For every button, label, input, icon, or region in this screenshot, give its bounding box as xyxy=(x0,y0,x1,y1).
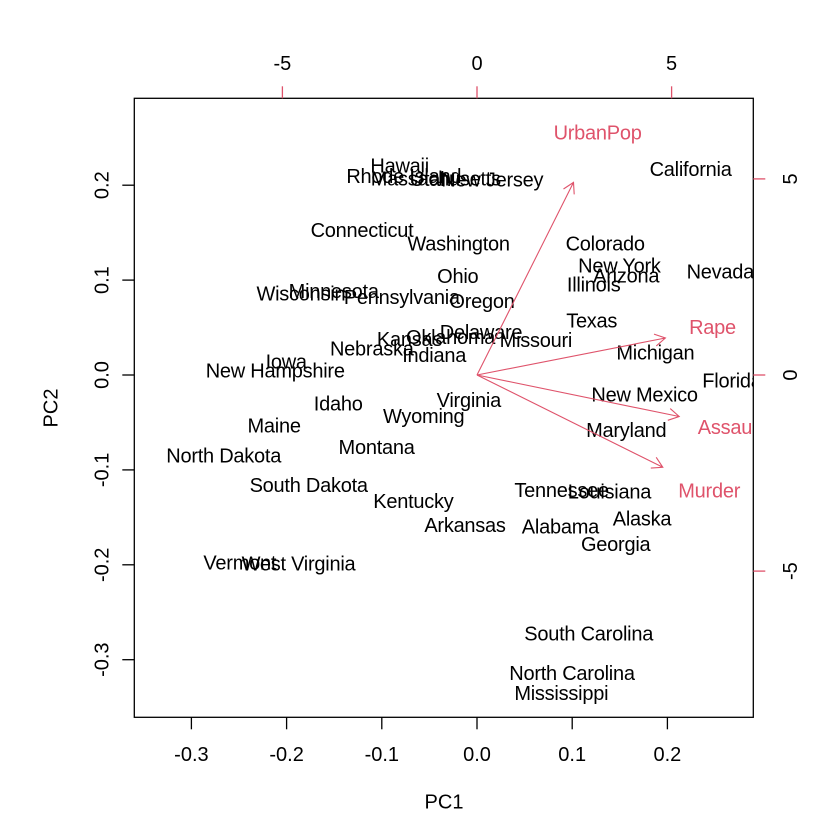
svg-text:Oklahoma: Oklahoma xyxy=(406,327,496,349)
svg-text:Maine: Maine xyxy=(247,416,300,438)
svg-text:-0.3: -0.3 xyxy=(92,642,114,676)
svg-text:Indiana: Indiana xyxy=(402,345,467,367)
svg-text:0.0: 0.0 xyxy=(92,361,114,389)
svg-text:0.1: 0.1 xyxy=(558,744,586,766)
svg-text:0.2: 0.2 xyxy=(653,744,681,766)
svg-text:Nevada: Nevada xyxy=(687,262,756,284)
svg-text:Michigan: Michigan xyxy=(616,342,694,364)
svg-text:Nebraska: Nebraska xyxy=(330,338,415,360)
svg-text:0: 0 xyxy=(780,369,802,380)
svg-text:Alaska: Alaska xyxy=(613,509,673,531)
svg-text:-0.1: -0.1 xyxy=(365,744,399,766)
svg-text:0.1: 0.1 xyxy=(92,266,114,294)
svg-text:Maryland: Maryland xyxy=(586,420,666,442)
svg-text:South Carolina: South Carolina xyxy=(524,624,654,646)
svg-text:New Jersey: New Jersey xyxy=(441,170,543,192)
svg-text:Montana: Montana xyxy=(339,437,416,459)
svg-text:Virginia: Virginia xyxy=(437,390,502,412)
svg-text:New Hampshire: New Hampshire xyxy=(206,361,345,383)
svg-text:California: California xyxy=(650,159,733,181)
svg-text:Arkansas: Arkansas xyxy=(424,515,506,537)
svg-text:PC1: PC1 xyxy=(425,792,464,814)
svg-text:Iowa: Iowa xyxy=(266,351,308,373)
svg-text:South Dakota: South Dakota xyxy=(250,475,369,497)
svg-text:New York: New York xyxy=(578,255,662,277)
svg-text:Georgia: Georgia xyxy=(581,534,652,556)
svg-text:Vermont: Vermont xyxy=(203,553,276,575)
svg-text:0.0: 0.0 xyxy=(463,744,491,766)
svg-text:Connecticut: Connecticut xyxy=(311,220,415,242)
svg-text:Texas: Texas xyxy=(566,310,617,332)
svg-text:Florida: Florida xyxy=(702,371,763,393)
svg-text:-0.3: -0.3 xyxy=(174,744,208,766)
svg-text:Tennessee: Tennessee xyxy=(514,480,609,502)
svg-text:Wisconsin: Wisconsin xyxy=(256,284,345,306)
svg-text:Oregon: Oregon xyxy=(449,291,514,313)
svg-text:North Carolina: North Carolina xyxy=(509,663,636,685)
svg-text:0.2: 0.2 xyxy=(92,171,114,199)
svg-text:0: 0 xyxy=(471,53,482,75)
svg-text:Kansas: Kansas xyxy=(377,329,442,351)
svg-text:North Dakota: North Dakota xyxy=(166,445,282,467)
svg-text:Louisiana: Louisiana xyxy=(568,482,653,504)
svg-text:Pennsylvania: Pennsylvania xyxy=(344,287,461,309)
svg-text:UrbanPop: UrbanPop xyxy=(554,122,642,144)
svg-text:Assault: Assault xyxy=(698,417,763,439)
svg-text:-0.1: -0.1 xyxy=(92,453,114,487)
svg-text:Alabama: Alabama xyxy=(522,517,600,539)
svg-text:-5: -5 xyxy=(274,53,292,75)
svg-text:Massachusetts: Massachusetts xyxy=(371,169,501,191)
svg-text:Delaware: Delaware xyxy=(440,322,523,344)
svg-text:-0.2: -0.2 xyxy=(269,744,303,766)
svg-text:Wyoming: Wyoming xyxy=(383,406,464,428)
svg-text:Mississippi: Mississippi xyxy=(514,683,608,705)
svg-text:Idaho: Idaho xyxy=(314,394,363,416)
svg-text:5: 5 xyxy=(666,53,677,75)
svg-text:Kentucky: Kentucky xyxy=(373,491,454,513)
svg-text:Washington: Washington xyxy=(407,234,509,256)
svg-text:PC2: PC2 xyxy=(41,389,63,428)
svg-text:5: 5 xyxy=(780,173,802,184)
svg-text:Illinois: Illinois xyxy=(567,274,621,296)
svg-text:Missouri: Missouri xyxy=(500,330,572,352)
svg-text:Minnesota: Minnesota xyxy=(289,281,380,303)
svg-text:Utah: Utah xyxy=(410,169,451,191)
svg-text:Rhode Island: Rhode Island xyxy=(346,166,461,188)
svg-text:New Mexico: New Mexico xyxy=(591,384,698,406)
svg-text:Hawaii: Hawaii xyxy=(370,156,429,178)
svg-text:Rape: Rape xyxy=(689,317,736,339)
svg-text:Arizona: Arizona xyxy=(593,266,660,288)
svg-text:Murder: Murder xyxy=(678,481,740,503)
svg-text:Colorado: Colorado xyxy=(566,233,645,255)
svg-text:-5: -5 xyxy=(780,562,802,580)
svg-text:Ohio: Ohio xyxy=(437,266,478,288)
svg-text:-0.2: -0.2 xyxy=(92,548,114,582)
svg-text:West Virginia: West Virginia xyxy=(242,553,357,575)
